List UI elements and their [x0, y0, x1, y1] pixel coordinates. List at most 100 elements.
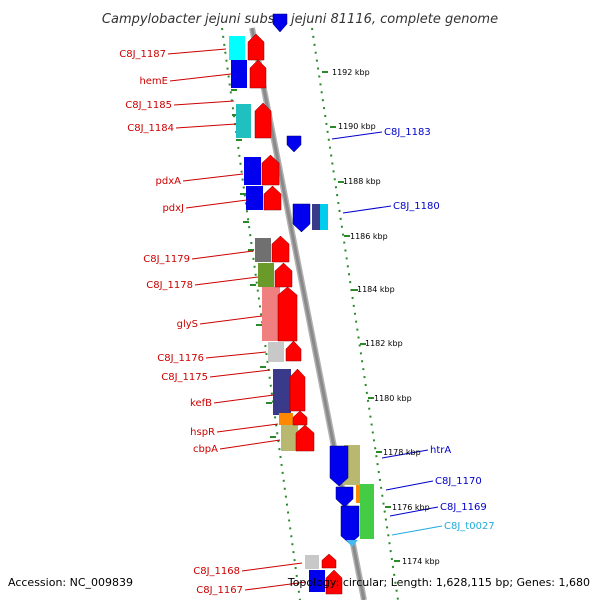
cog-block — [273, 369, 291, 415]
reverse-gene-arrow — [335, 486, 354, 508]
kbp-label: 1186 kbp — [350, 232, 388, 241]
kbp-label: 1190 kbp — [338, 122, 376, 131]
forward-gene-labels: C8J_1187 hemE C8J_1185 C8J_1184 pdxA pdx… — [119, 49, 243, 596]
gene-label[interactable]: C8J_1168 — [193, 566, 240, 577]
forward-gene-arrow — [277, 286, 298, 342]
leader-line — [209, 369, 271, 378]
accession-text: Accession: NC_009839 — [8, 576, 133, 589]
leader-line — [216, 423, 279, 433]
cog-block — [279, 413, 293, 425]
gene-label[interactable]: C8J_1167 — [196, 585, 243, 596]
kbp-labels: 1192 kbp 1190 kbp 1188 kbp 1186 kbp 1184… — [332, 68, 440, 566]
genome-title: Campylobacter jejuni subsp. jejuni 81116… — [102, 12, 498, 27]
leader-line — [175, 123, 237, 129]
forward-gene-arrow — [247, 33, 265, 61]
gene-label[interactable]: pdxA — [156, 176, 182, 187]
kbp-label: 1184 kbp — [357, 285, 395, 294]
leader-line — [391, 525, 443, 536]
reverse-gene-arrow — [329, 445, 349, 487]
cog-block — [320, 204, 328, 230]
gene-label[interactable]: cbpA — [193, 444, 218, 455]
leader-line — [342, 205, 392, 214]
cog-block — [231, 60, 247, 88]
forward-gene-arrow — [289, 368, 306, 412]
forward-gene-arrow — [254, 102, 272, 139]
forward-gene-arrow — [295, 424, 315, 452]
gene-label[interactable]: C8J_1170 — [435, 476, 482, 487]
gene-label[interactable]: pdxJ — [162, 203, 184, 214]
forward-gene-arrow — [292, 410, 308, 426]
cog-block — [258, 263, 274, 287]
gene-label[interactable]: C8J_1175 — [161, 372, 208, 383]
cog-block — [312, 204, 322, 230]
cog-color-blocks — [229, 36, 374, 592]
gene-label[interactable]: C8J_t0027 — [444, 521, 495, 532]
forward-gene-arrow — [274, 262, 293, 288]
leader-line — [331, 131, 383, 140]
gene-label[interactable]: C8J_1176 — [157, 353, 204, 364]
kbp-label: 1174 kbp — [402, 557, 440, 566]
gene-label[interactable]: C8J_1187 — [119, 49, 166, 60]
gene-label[interactable]: C8J_1180 — [393, 201, 440, 212]
gene-label[interactable]: C8J_1178 — [146, 280, 193, 291]
gene-label[interactable]: C8J_1185 — [125, 100, 172, 111]
reverse-gene-arrow — [340, 505, 360, 545]
kbp-label: 1176 kbp — [392, 503, 430, 512]
gene-label[interactable]: C8J_1179 — [143, 254, 190, 265]
forward-gene-arrow — [321, 553, 337, 569]
outer-ruler-dots — [311, 27, 399, 600]
leader-line — [194, 276, 259, 286]
leader-line — [185, 199, 248, 209]
leader-line — [199, 315, 263, 325]
kbp-label: 1182 kbp — [365, 339, 403, 348]
label-leader-lines — [167, 48, 443, 591]
cog-block — [281, 425, 298, 451]
gene-label[interactable]: C8J_1183 — [384, 127, 431, 138]
gene-label[interactable]: C8J_1169 — [440, 502, 487, 513]
cog-block — [309, 570, 325, 592]
leader-line — [173, 100, 235, 106]
leader-line — [213, 394, 275, 404]
leader-line — [385, 480, 434, 491]
kbp-label: 1188 kbp — [343, 177, 381, 186]
gene-label[interactable]: htrA — [430, 445, 451, 456]
leader-line — [205, 351, 267, 359]
cog-block — [236, 104, 251, 138]
leader-line — [244, 581, 307, 591]
cog-block — [305, 555, 319, 569]
gene-label[interactable]: hemE — [139, 76, 168, 87]
cog-block — [246, 186, 263, 210]
kbp-label: 1178 kbp — [383, 448, 421, 457]
forward-gene-arrow — [249, 59, 267, 89]
cog-block — [229, 36, 245, 60]
gene-label[interactable]: hspR — [190, 427, 215, 438]
gene-label[interactable]: C8J_1184 — [127, 123, 174, 134]
leader-line — [167, 48, 227, 55]
forward-gene-arrow — [263, 185, 282, 211]
gene-arrows — [247, 13, 360, 595]
inner-ruler-dots — [221, 27, 301, 600]
leader-line — [241, 562, 303, 572]
forward-gene-arrow — [271, 235, 290, 263]
gene-label[interactable]: glyS — [177, 319, 198, 330]
forward-gene-arrow — [325, 569, 343, 595]
reverse-gene-arrow — [272, 13, 288, 33]
leader-line — [169, 73, 232, 82]
kbp-label: 1192 kbp — [332, 68, 370, 77]
cog-block — [255, 238, 271, 262]
gene-label[interactable]: kefB — [190, 398, 212, 409]
cog-block — [244, 157, 261, 185]
forward-gene-arrow — [261, 154, 280, 186]
trna-arrow — [346, 540, 358, 547]
forward-gene-arrow — [285, 340, 302, 362]
leader-line — [219, 439, 281, 450]
leader-line — [389, 506, 439, 517]
reverse-gene-labels: C8J_1183 C8J_1180 htrA C8J_1170 C8J_1169… — [384, 127, 495, 532]
reverse-gene-arrow — [286, 135, 302, 153]
cog-block — [262, 287, 280, 341]
kbp-label: 1180 kbp — [374, 394, 412, 403]
leader-line — [191, 250, 254, 260]
cog-block — [360, 484, 374, 539]
leader-line — [182, 173, 244, 182]
